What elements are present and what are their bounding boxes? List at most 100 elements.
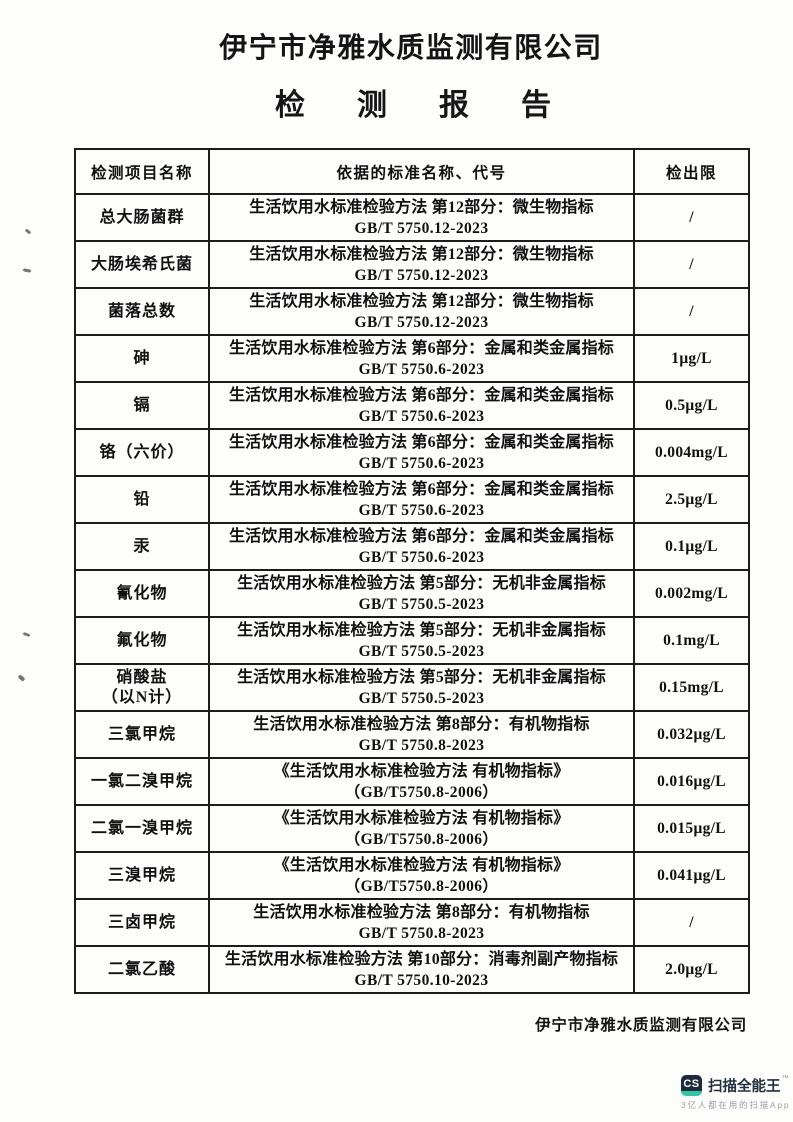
item-name-cell: 铬（六价）: [74, 428, 210, 477]
standard-name-line: 生活饮用水标准检验方法 第12部分：微生物指标: [249, 198, 594, 216]
standard-code-line: GB/T 5750.12-2023: [354, 266, 489, 284]
standard-cell: 生活饮用水标准检验方法 第5部分：无机非金属指标 GB/T 5750.5-202…: [208, 569, 635, 618]
item-name-cell: 砷: [74, 334, 210, 383]
report-title-char: 测: [357, 89, 387, 122]
standard-cell: 生活饮用水标准检验方法 第8部分：有机物指标 GB/T 5750.8-2023: [208, 898, 635, 947]
detection-limit-cell: 2.5μg/L: [633, 475, 750, 524]
standard-name-line: 生活饮用水标准检验方法 第12部分：微生物指标: [249, 292, 594, 310]
item-name-cell: 硝酸盐 （以N计）: [74, 663, 210, 712]
standard-cell: 生活饮用水标准检验方法 第12部分：微生物指标 GB/T 5750.12-202…: [208, 287, 635, 336]
standard-code-line: GB/T 5750.5-2023: [358, 642, 485, 660]
detection-limit-cell: 0.015μg/L: [633, 804, 750, 853]
scan-artifact: [24, 228, 32, 235]
header-detection-limit: 检出限: [633, 148, 750, 195]
item-name-cell: 氰化物: [74, 569, 210, 618]
table-row: 大肠埃希氏菌 生活饮用水标准检验方法 第12部分：微生物指标 GB/T 5750…: [74, 240, 750, 289]
table-header-row: 检测项目名称 依据的标准名称、代号 检出限: [74, 148, 750, 195]
camscanner-tagline: 3亿人都在用的扫描App: [681, 1100, 791, 1110]
standard-code-line: GB/T 5750.5-2023: [358, 595, 485, 613]
standard-cell: 生活饮用水标准检验方法 第6部分：金属和类金属指标 GB/T 5750.6-20…: [208, 334, 635, 383]
standard-cell: 生活饮用水标准检验方法 第6部分：金属和类金属指标 GB/T 5750.6-20…: [208, 522, 635, 571]
item-name-cell: 镉: [74, 381, 210, 430]
table-row: 铬（六价） 生活饮用水标准检验方法 第6部分：金属和类金属指标 GB/T 575…: [74, 428, 750, 477]
standard-code-line: GB/T 5750.8-2023: [358, 736, 485, 754]
table-row: 镉 生活饮用水标准检验方法 第6部分：金属和类金属指标 GB/T 5750.6-…: [74, 381, 750, 430]
standard-name-line: 生活饮用水标准检验方法 第6部分：金属和类金属指标: [228, 339, 614, 357]
item-name-cell: 一氯二溴甲烷: [74, 757, 210, 806]
table-row: 菌落总数 生活饮用水标准检验方法 第12部分：微生物指标 GB/T 5750.1…: [74, 287, 750, 336]
standard-code-line: GB/T 5750.6-2023: [358, 501, 485, 519]
standard-name-line: 生活饮用水标准检验方法 第6部分：金属和类金属指标: [228, 433, 614, 451]
item-name-cell: 大肠埃希氏菌: [74, 240, 210, 289]
standard-cell: 生活饮用水标准检验方法 第12部分：微生物指标 GB/T 5750.12-202…: [208, 240, 635, 289]
table-row: 三溴甲烷 《生活饮用水标准检验方法 有机物指标》 （GB/T5750.8-200…: [74, 851, 750, 900]
detection-limit-cell: /: [633, 193, 750, 242]
standard-cell: 《生活饮用水标准检验方法 有机物指标》 （GB/T5750.8-2006）: [208, 804, 635, 853]
standard-name-line: 生活饮用水标准检验方法 第8部分：有机物指标: [253, 715, 590, 733]
standard-code-line: （GB/T5750.8-2006）: [344, 877, 499, 895]
standard-name-line: 生活饮用水标准检验方法 第5部分：无机非金属指标: [237, 574, 606, 592]
table-row: 二氯一溴甲烷 《生活饮用水标准检验方法 有机物指标》 （GB/T5750.8-2…: [74, 804, 750, 853]
standard-cell: 生活饮用水标准检验方法 第5部分：无机非金属指标 GB/T 5750.5-202…: [208, 663, 635, 712]
standard-name-line: 《生活饮用水标准检验方法 有机物指标》: [273, 762, 570, 780]
standard-cell: 《生活饮用水标准检验方法 有机物指标》 （GB/T5750.8-2006）: [208, 757, 635, 806]
detection-limit-cell: 0.032μg/L: [633, 710, 750, 759]
standard-name-line: 《生活饮用水标准检验方法 有机物指标》: [273, 809, 570, 827]
report-title: 检 测 报 告: [0, 80, 793, 124]
header-item-name: 检测项目名称: [74, 148, 210, 195]
report-title-char: 检: [275, 89, 305, 122]
standard-cell: 生活饮用水标准检验方法 第8部分：有机物指标 GB/T 5750.8-2023: [208, 710, 635, 759]
standard-cell: 生活饮用水标准检验方法 第10部分：消毒剂副产物指标 GB/T 5750.10-…: [208, 945, 635, 994]
detection-limit-cell: 0.002mg/L: [633, 569, 750, 618]
item-name-cell: 菌落总数: [74, 287, 210, 336]
camscanner-logo-icon: CS: [681, 1075, 702, 1096]
item-name-cell: 三卤甲烷: [74, 898, 210, 947]
item-name-cell: 三氯甲烷: [74, 710, 210, 759]
detection-limit-cell: /: [633, 287, 750, 336]
brand-text: 扫描全能王: [708, 1079, 781, 1095]
report-title-char: 报: [439, 89, 469, 122]
standard-name-line: 生活饮用水标准检验方法 第5部分：无机非金属指标: [237, 621, 606, 639]
standards-table: 检测项目名称 依据的标准名称、代号 检出限 总大肠菌群 生活饮用水标准检验方法 …: [74, 148, 750, 994]
standard-name-line: 生活饮用水标准检验方法 第6部分：金属和类金属指标: [228, 386, 614, 404]
standard-code-line: GB/T 5750.5-2023: [358, 689, 485, 707]
table-row: 一氯二溴甲烷 《生活饮用水标准检验方法 有机物指标》 （GB/T5750.8-2…: [74, 757, 750, 806]
item-name-cell: 汞: [74, 522, 210, 571]
standard-code-line: GB/T 5750.12-2023: [354, 313, 489, 331]
table-row: 三氯甲烷 生活饮用水标准检验方法 第8部分：有机物指标 GB/T 5750.8-…: [74, 710, 750, 759]
standard-code-line: GB/T 5750.6-2023: [358, 548, 485, 566]
standard-cell: 生活饮用水标准检验方法 第6部分：金属和类金属指标 GB/T 5750.6-20…: [208, 475, 635, 524]
item-name-cell: 铅: [74, 475, 210, 524]
scan-artifact: [17, 674, 26, 682]
item-name-cell: 二氯乙酸: [74, 945, 210, 994]
standard-name-line: 生活饮用水标准检验方法 第5部分：无机非金属指标: [237, 668, 606, 686]
standard-cell: 《生活饮用水标准检验方法 有机物指标》 （GB/T5750.8-2006）: [208, 851, 635, 900]
standard-name-line: 生活饮用水标准检验方法 第6部分：金属和类金属指标: [228, 480, 614, 498]
standard-code-line: （GB/T5750.8-2006）: [344, 830, 499, 848]
standard-code-line: （GB/T5750.8-2006）: [344, 783, 499, 801]
standard-name-line: 生活饮用水标准检验方法 第10部分：消毒剂副产物指标: [224, 950, 619, 968]
standard-cell: 生活饮用水标准检验方法 第6部分：金属和类金属指标 GB/T 5750.6-20…: [208, 381, 635, 430]
detection-limit-cell: 1μg/L: [633, 334, 750, 383]
standard-code-line: GB/T 5750.10-2023: [354, 971, 489, 989]
standard-name-line: 生活饮用水标准检验方法 第8部分：有机物指标: [253, 903, 590, 921]
table-row: 总大肠菌群 生活饮用水标准检验方法 第12部分：微生物指标 GB/T 5750.…: [74, 193, 750, 242]
detection-limit-cell: 2.0μg/L: [633, 945, 750, 994]
table-row: 铅 生活饮用水标准检验方法 第6部分：金属和类金属指标 GB/T 5750.6-…: [74, 475, 750, 524]
report-title-char: 告: [521, 89, 551, 122]
standard-cell: 生活饮用水标准检验方法 第6部分：金属和类金属指标 GB/T 5750.6-20…: [208, 428, 635, 477]
table-row: 砷 生活饮用水标准检验方法 第6部分：金属和类金属指标 GB/T 5750.6-…: [74, 334, 750, 383]
company-title: 伊宁市净雅水质监测有限公司: [219, 33, 603, 64]
camscanner-brand-name: 扫描全能王™: [708, 1075, 789, 1096]
standard-name-line: 《生活饮用水标准检验方法 有机物指标》: [273, 856, 570, 874]
standard-cell: 生活饮用水标准检验方法 第12部分：微生物指标 GB/T 5750.12-202…: [208, 193, 635, 242]
item-name-cell: 总大肠菌群: [74, 193, 210, 242]
scan-artifact: [22, 268, 32, 273]
standard-name-line: 生活饮用水标准检验方法 第6部分：金属和类金属指标: [228, 527, 614, 545]
header-standard: 依据的标准名称、代号: [208, 148, 635, 195]
camscanner-watermark: CS 扫描全能王™ 3亿人都在用的扫描App: [681, 1075, 789, 1111]
table-row: 氰化物 生活饮用水标准检验方法 第5部分：无机非金属指标 GB/T 5750.5…: [74, 569, 750, 618]
camscanner-logo-row: CS 扫描全能王™: [681, 1075, 789, 1096]
detection-limit-cell: 0.004mg/L: [633, 428, 750, 477]
